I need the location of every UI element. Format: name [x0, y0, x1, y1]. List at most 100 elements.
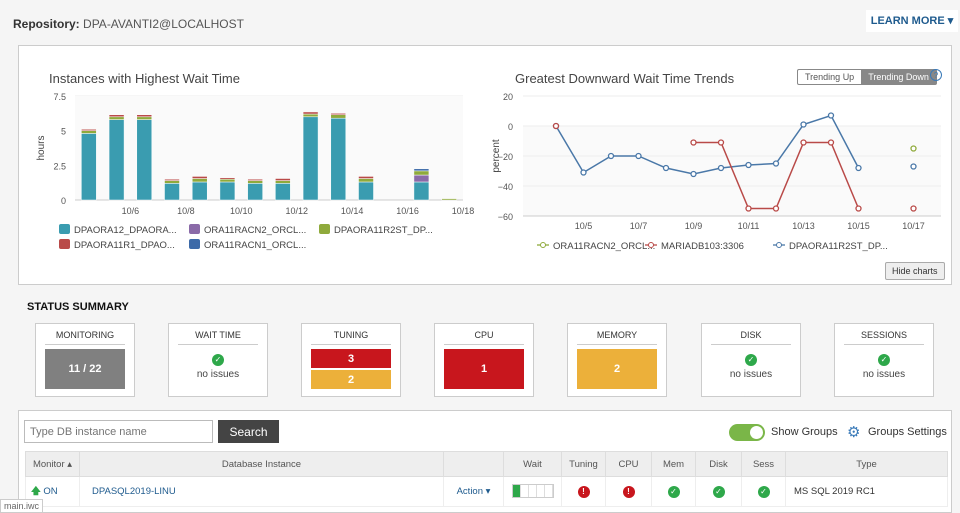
bar-segment: [330, 113, 347, 115]
search-input[interactable]: [24, 420, 213, 443]
error-icon[interactable]: !: [622, 485, 635, 498]
bar-chart-title: Instances with Highest Wait Time: [49, 71, 240, 86]
instances-table: Monitor ▴ Database Instance Wait Tuning …: [25, 451, 948, 507]
x-tick-label: 10/6: [122, 206, 140, 216]
card-text: no issues: [729, 369, 773, 380]
status-bar-url: main.iwc: [0, 499, 44, 513]
y-tick-label: 5: [61, 127, 66, 137]
y-tick-label: −60: [498, 212, 513, 222]
bar-segment: [413, 170, 430, 176]
col-tuning[interactable]: Tuning: [561, 451, 606, 477]
bar-segment: [358, 178, 374, 183]
col-type[interactable]: Type: [785, 451, 948, 477]
check-icon[interactable]: ✓: [712, 485, 725, 498]
x-tick-label: 10/13: [792, 221, 815, 231]
data-point: [855, 205, 862, 212]
show-groups-toggle[interactable]: [729, 424, 765, 441]
x-tick-label: 10/5: [575, 221, 593, 231]
wait-bar: [511, 483, 554, 498]
card-value[interactable]: 1: [444, 349, 524, 389]
y-axis-label: hours: [36, 135, 47, 160]
tuning-critical[interactable]: 3: [311, 349, 391, 368]
bar-segment: [302, 116, 319, 201]
check-icon[interactable]: ✓: [757, 485, 770, 498]
bar-segment: [358, 181, 374, 201]
data-point: [910, 163, 917, 170]
data-point: [580, 169, 587, 176]
bar-segment: [219, 181, 236, 201]
monitor-status[interactable]: ON: [43, 485, 58, 497]
card-label: MEMORY: [577, 330, 657, 345]
bar-segment: [247, 183, 263, 201]
x-tick-label: 10/11: [738, 221, 760, 231]
col-cpu[interactable]: CPU: [605, 451, 652, 477]
bar-segment: [81, 133, 97, 201]
learn-more-button[interactable]: LEARN MORE ▾: [866, 10, 958, 32]
data-point: [552, 122, 560, 130]
card-label: SESSIONS: [844, 330, 924, 345]
bar-segment: [108, 119, 125, 201]
col-disk[interactable]: Disk: [695, 451, 742, 477]
check-icon[interactable]: ✓: [667, 485, 680, 498]
status-summary-title: STATUS SUMMARY: [27, 301, 129, 313]
gear-icon[interactable]: ⚙: [847, 424, 861, 441]
status-card-cpu[interactable]: CPU 1: [434, 323, 534, 397]
status-card-tuning[interactable]: TUNING 3 2: [301, 323, 401, 397]
bar-segment: [108, 114, 125, 118]
col-wait[interactable]: Wait: [503, 451, 562, 477]
data-point: [662, 164, 670, 172]
repository-label: Repository: DPA-AVANTI2@LOCALHOST: [13, 17, 244, 31]
type-cell: MS SQL 2019 RC1: [785, 476, 948, 507]
data-point: [717, 164, 725, 172]
card-label: TUNING: [311, 330, 391, 345]
legend-label: ORA11RACN1_ORCL...: [204, 240, 306, 251]
status-card-wait-time[interactable]: WAIT TIME ✓ no issues: [168, 323, 268, 397]
error-icon[interactable]: !: [577, 485, 590, 498]
instance-link[interactable]: DPASQL2019-LINU: [92, 486, 176, 497]
bar-segment: [219, 178, 236, 183]
col-monitor[interactable]: Monitor ▴: [25, 451, 80, 477]
bar-segment: [302, 113, 319, 118]
bar-segment: [275, 180, 291, 184]
bar-segment: [358, 176, 374, 179]
col-sess[interactable]: Sess: [741, 451, 786, 477]
bar-segment: [164, 183, 180, 201]
hide-charts-button[interactable]: Hide charts: [885, 262, 945, 280]
card-value[interactable]: 11 / 22: [45, 349, 125, 389]
groups-settings-link[interactable]: Groups Settings: [868, 426, 947, 438]
col-mem[interactable]: Mem: [651, 451, 696, 477]
legend-swatch: [319, 224, 330, 234]
action-dropdown[interactable]: Action ▾: [456, 486, 491, 497]
card-value[interactable]: 2: [577, 349, 657, 389]
help-icon[interactable]: ?: [930, 69, 942, 81]
x-tick-label: 10/18: [452, 206, 475, 216]
col-instance[interactable]: Database Instance: [79, 451, 444, 477]
status-card-memory[interactable]: MEMORY 2: [567, 323, 667, 397]
data-point: [635, 152, 642, 160]
x-tick-label: 10/12: [285, 206, 308, 216]
check-icon: ✓: [212, 354, 224, 366]
repo-label: Repository:: [13, 17, 80, 31]
data-point: [607, 152, 615, 160]
legend-label: ORA11RACN2_ORCL...: [553, 241, 655, 252]
bar-segment: [136, 119, 153, 201]
data-point: [772, 205, 780, 212]
status-card-disk[interactable]: DISK ✓ no issues: [701, 323, 801, 397]
y-tick-label: 0: [508, 122, 513, 132]
trending-up-button[interactable]: Trending Up: [805, 72, 855, 82]
bar-segment: [136, 114, 153, 118]
data-point: [827, 112, 835, 119]
data-point: [800, 139, 807, 146]
trending-down-button[interactable]: Trending Down: [861, 70, 936, 84]
search-button[interactable]: Search: [218, 420, 279, 443]
bar-segment: [219, 177, 236, 180]
data-point: [690, 139, 697, 146]
data-point: [717, 139, 725, 146]
status-card-sessions[interactable]: SESSIONS ✓ no issues: [834, 323, 934, 397]
check-icon: ✓: [878, 354, 890, 366]
legend-label: ORA11RACN2_ORCL...: [204, 225, 306, 236]
x-tick-label: 10/17: [902, 221, 925, 231]
tuning-warning[interactable]: 2: [311, 370, 391, 389]
x-tick-label: 10/7: [630, 221, 648, 231]
status-card-monitoring[interactable]: MONITORING 11 / 22: [35, 323, 135, 397]
